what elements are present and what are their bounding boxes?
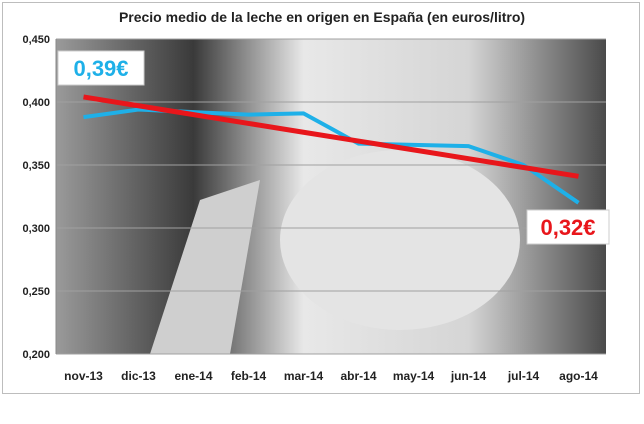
x-tick-label: may-14 xyxy=(393,369,435,383)
x-tick-label: jul-14 xyxy=(507,369,540,383)
x-tick-label: abr-14 xyxy=(340,369,376,383)
y-tick-label: 0,250 xyxy=(22,286,50,298)
start-label-box xyxy=(57,50,145,86)
trendline xyxy=(83,94,579,179)
x-tick-label: dic-13 xyxy=(121,369,156,383)
x-tick-label: ene-14 xyxy=(174,369,212,383)
y-tick-label: 0,450 xyxy=(22,34,50,46)
x-tick-label: mar-14 xyxy=(284,369,324,383)
y-tick-label: 0,300 xyxy=(22,223,50,235)
y-tick-label: 0,200 xyxy=(22,349,50,361)
x-tick-label: feb-14 xyxy=(231,369,267,383)
udder-shape xyxy=(280,150,520,330)
cow-leg xyxy=(150,180,260,354)
chart-title: Precio medio de la leche en origen en Es… xyxy=(119,9,525,25)
y-tick-label: 0,350 xyxy=(22,160,50,172)
end-label-box xyxy=(526,209,610,245)
x-tick-label: jun-14 xyxy=(450,369,487,383)
y-tick-label: 0,400 xyxy=(22,97,50,109)
x-tick-label: nov-13 xyxy=(64,369,103,383)
end-price-label: 0,32€ xyxy=(540,215,595,240)
x-tick-label: ago-14 xyxy=(559,369,598,383)
start-price-label: 0,39€ xyxy=(73,56,128,81)
